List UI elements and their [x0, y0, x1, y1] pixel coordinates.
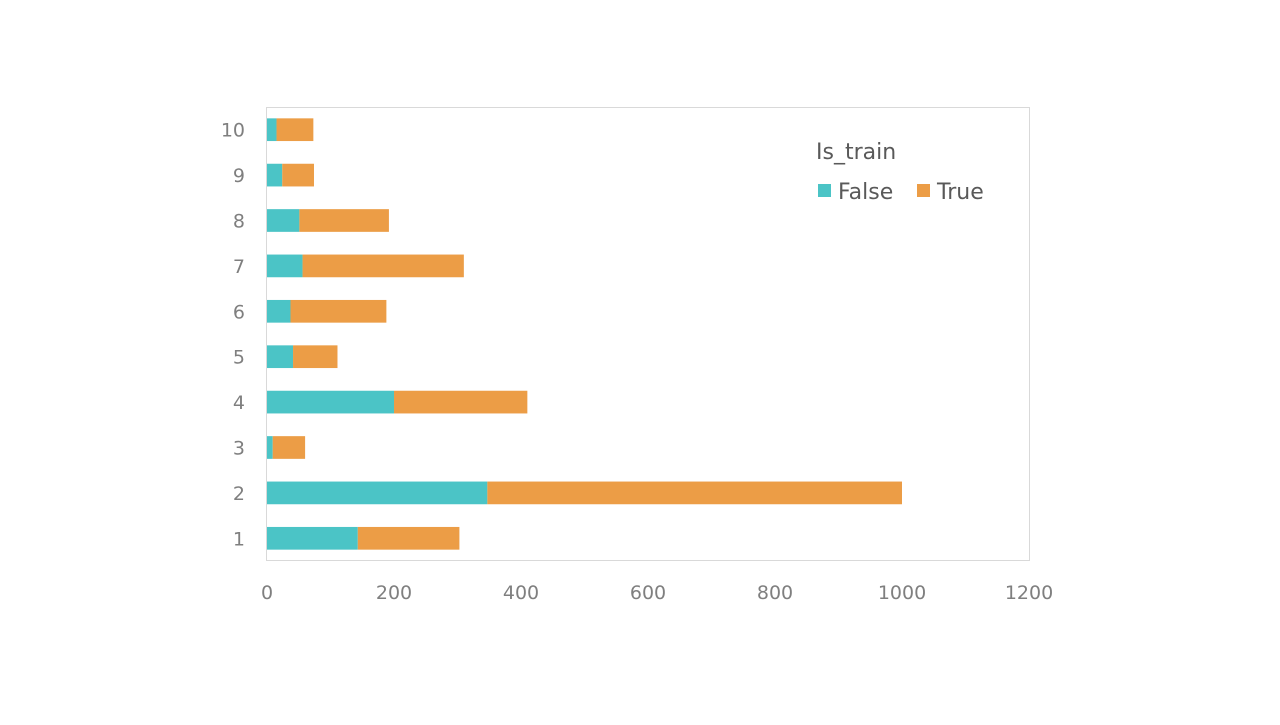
legend-swatch-false — [818, 184, 831, 197]
bar-false-5 — [267, 345, 294, 369]
y-axis-ticks: 1 2 3 4 5 6 7 8 9 10 — [221, 120, 245, 551]
bar-true-9 — [282, 163, 314, 187]
bar-false-3 — [267, 436, 273, 459]
bars-group — [267, 118, 902, 550]
bar-true-6 — [290, 299, 387, 323]
y-tick-label-10: 10 — [221, 120, 245, 142]
bar-false-2 — [267, 481, 488, 505]
y-tick-label-5: 5 — [233, 347, 245, 369]
bar-true-3 — [272, 436, 306, 459]
y-tick-label-1: 1 — [233, 528, 245, 550]
bar-true-1 — [357, 526, 460, 550]
x-tick-label-0: 0 — [261, 582, 273, 604]
legend-label-false: False — [838, 180, 893, 205]
legend-swatch-true — [917, 184, 930, 197]
bar-false-7 — [267, 254, 303, 278]
x-tick-label-1200: 1200 — [1005, 582, 1053, 604]
bar-true-7 — [302, 254, 464, 278]
y-tick-label-8: 8 — [233, 211, 245, 233]
bar-true-2 — [487, 481, 902, 505]
bar-true-4 — [394, 390, 528, 414]
bar-false-6 — [267, 299, 291, 323]
legend: Is_train False True — [816, 140, 984, 205]
x-tick-label-200: 200 — [376, 582, 412, 604]
legend-title: Is_train — [816, 140, 896, 165]
x-tick-label-600: 600 — [630, 582, 666, 604]
bar-true-5 — [293, 345, 338, 369]
x-tick-label-800: 800 — [757, 582, 793, 604]
legend-label-true: True — [936, 180, 984, 205]
y-tick-label-6: 6 — [233, 301, 245, 323]
y-tick-label-7: 7 — [233, 256, 245, 278]
bar-false-10 — [267, 118, 277, 142]
x-tick-label-400: 400 — [503, 582, 539, 604]
bar-false-8 — [267, 209, 300, 232]
y-tick-label-3: 3 — [233, 438, 245, 460]
bar-false-4 — [267, 390, 394, 414]
x-axis-ticks: 0 200 400 600 800 1000 1200 — [261, 582, 1053, 604]
x-tick-label-1000: 1000 — [878, 582, 926, 604]
plot-frame — [266, 107, 1030, 561]
y-tick-label-2: 2 — [233, 483, 245, 505]
y-tick-label-9: 9 — [233, 165, 245, 187]
y-tick-label-4: 4 — [233, 392, 245, 414]
bar-false-1 — [267, 526, 358, 550]
bar-true-10 — [276, 118, 314, 142]
bar-false-9 — [267, 163, 283, 187]
bar-true-8 — [299, 209, 389, 232]
